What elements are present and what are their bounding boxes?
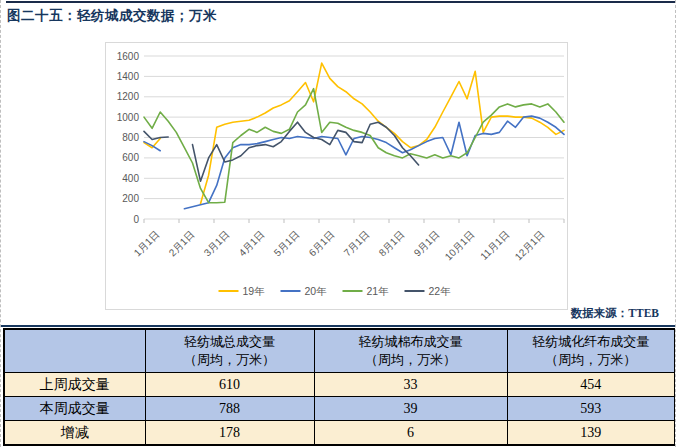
series-line-3 (144, 122, 419, 181)
x-axis-tick-label: 3月1日 (202, 229, 232, 259)
value-cell: 39 (314, 397, 507, 421)
y-axis-tick-label: 200 (122, 193, 139, 204)
x-axis-tick-label: 6月1日 (307, 229, 337, 259)
y-axis-tick-label: 1600 (117, 51, 140, 62)
row-label: 上周成交量 (4, 373, 145, 397)
y-axis-tick-label: 1400 (117, 71, 140, 82)
column-header: 轻纺城总成交量（周均，万米） (145, 329, 314, 373)
column-header (4, 329, 145, 373)
legend-label: 19年 (243, 285, 266, 297)
table-row: 本周成交量78839593 (4, 397, 675, 421)
value-cell: 593 (507, 397, 675, 421)
top-rule (6, 1, 675, 3)
table-row: 上周成交量61033454 (4, 373, 675, 397)
x-axis-tick-label: 2月1日 (167, 229, 197, 259)
series-line-0 (144, 63, 564, 204)
value-cell: 454 (507, 373, 675, 397)
legend-label: 20年 (305, 285, 328, 297)
summary-table: 轻纺城总成交量（周均，万米）轻纺城棉布成交量（周均，万米）轻纺城化纤布成交量（周… (3, 328, 676, 446)
x-axis-tick-label: 10月1日 (443, 229, 477, 263)
legend-label: 22年 (429, 285, 452, 297)
report-page: 图二十五：轻纺城成交数据；万米 0 200 400 600 800 1000 1200 140… (0, 0, 676, 447)
series-line-2 (144, 89, 564, 203)
x-axis-tick-label: 8月1日 (377, 229, 407, 259)
transactions-line-chart: 0 200 400 600 800 1000 1200 1400 1600 1月1日2月1日3月1… (106, 43, 567, 309)
legend-label: 21年 (367, 285, 390, 297)
row-label: 本周成交量 (4, 397, 145, 421)
y-axis-tick-label: 400 (122, 173, 139, 184)
y-axis-tick-label: 800 (122, 132, 139, 143)
value-cell: 178 (145, 421, 314, 446)
value-cell: 788 (145, 397, 314, 421)
data-source-note: 数据来源：TTEB (571, 306, 659, 321)
y-axis-tick-label: 0 (133, 214, 139, 225)
column-header: 轻纺城棉布成交量（周均，万米） (314, 329, 507, 373)
column-header: 轻纺城化纤布成交量（周均，万米） (507, 329, 675, 373)
x-axis-tick-label: 11月1日 (478, 229, 511, 262)
value-cell: 33 (314, 373, 507, 397)
y-axis-tick-label: 1000 (117, 112, 140, 123)
x-axis-tick-label: 9月1日 (412, 229, 442, 259)
chart-panel: 0 200 400 600 800 1000 1200 1400 1600 1月1日2月1日3月1… (105, 42, 568, 310)
x-axis-tick-label: 1月1日 (132, 229, 162, 259)
section-separator (1, 325, 675, 327)
table-header-row: 轻纺城总成交量（周均，万米）轻纺城棉布成交量（周均，万米）轻纺城化纤布成交量（周… (4, 329, 675, 373)
y-axis-tick-label: 600 (122, 152, 139, 163)
value-cell: 610 (145, 373, 314, 397)
table-row: 增减1786139 (4, 421, 675, 446)
figure-title: 图二十五：轻纺城成交数据；万米 (7, 7, 217, 25)
x-axis-tick-label: 7月1日 (342, 229, 372, 259)
x-axis-tick-label: 4月1日 (237, 229, 267, 259)
value-cell: 6 (314, 421, 507, 446)
x-axis-tick-label: 12月1日 (513, 229, 547, 263)
x-axis-tick-label: 5月1日 (272, 229, 302, 259)
row-label: 增减 (4, 421, 145, 446)
value-cell: 139 (507, 421, 675, 446)
y-axis-tick-label: 1200 (117, 91, 140, 102)
